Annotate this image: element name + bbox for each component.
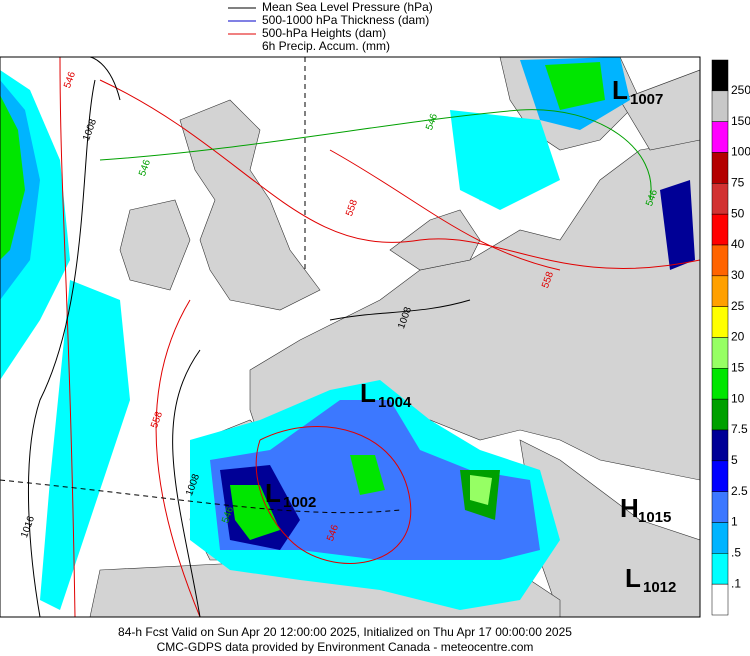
colorbar-swatch [711,553,729,585]
colorbar-swatch [711,90,729,122]
colorbar-swatch [711,491,729,523]
colorbar-swatch [711,460,729,492]
legend-label: 6h Precip. Accum. (mm) [262,39,390,53]
colorbar-label: 20 [731,330,745,344]
colorbar-swatch [711,275,729,307]
colorbar-label: 15 [731,361,745,375]
colorbar-label: 30 [731,268,745,282]
colorbar-label: 150 [731,114,750,128]
contours [0,57,700,617]
footer-line: CMC-GDPS data provided by Environment Ca… [157,640,534,654]
colorbar-label: 250 [731,83,750,97]
colorbar-swatch [711,244,729,277]
colorbar-swatch [711,337,729,369]
colorbar-swatch [711,522,729,554]
footer-line: 84-h Fcst Valid on Sun Apr 20 12:00:00 2… [118,625,572,639]
colorbar-label: 50 [731,206,745,220]
center-pressure: 1004 [378,394,412,411]
center-pressure: 1002 [283,494,316,511]
center-letter: L [612,75,628,105]
colorbar-swatch [711,583,729,616]
colorbar-swatch [711,183,729,215]
center-letter: L [265,478,281,508]
legend: Mean Sea Level Pressure (hPa)500-1000 hP… [228,0,433,53]
colorbar-label: 40 [731,237,745,251]
colorbar-label: 10 [731,391,745,405]
colorbar-label: .5 [731,546,741,560]
colorbar: 250 150 100 75 50 40 30 25 20 15 10 7.5 5 2.5 1 .5 .1 [711,59,750,616]
colorbar-label: 75 [731,176,745,190]
colorbar-label: 5 [731,453,738,467]
map-frame [0,56,701,618]
colorbar-label: 100 [731,145,750,159]
colorbar-label: 7.5 [731,422,748,436]
colorbar-swatch [711,306,729,338]
colorbar-swatch [711,213,729,246]
center-pressure: 1007 [630,91,663,108]
colorbar-swatch [711,368,729,400]
center-letter: L [360,378,376,408]
colorbar-label: 2.5 [731,484,748,498]
map: 5465465465465585585581008100810085465461… [0,57,700,617]
colorbar-label: 1 [731,515,738,529]
legend-label: 500-hPa Heights (dam) [262,26,386,40]
colorbar-swatch [711,398,729,431]
precipitation [0,57,695,610]
colorbar-swatch [711,59,729,92]
colorbar-swatch [711,121,729,153]
colorbar-swatch [711,152,729,184]
center-letter: L [625,563,641,593]
legend-label: 500-1000 hPa Thickness (dam) [262,13,429,27]
colorbar-label: .1 [731,576,741,590]
colorbar-label: 25 [731,299,745,313]
center-pressure: 1015 [638,509,671,526]
center-pressure: 1012 [643,579,676,596]
colorbar-swatch [711,429,729,462]
legend-label: Mean Sea Level Pressure (hPa) [262,0,433,14]
center-letter: H [620,493,639,523]
